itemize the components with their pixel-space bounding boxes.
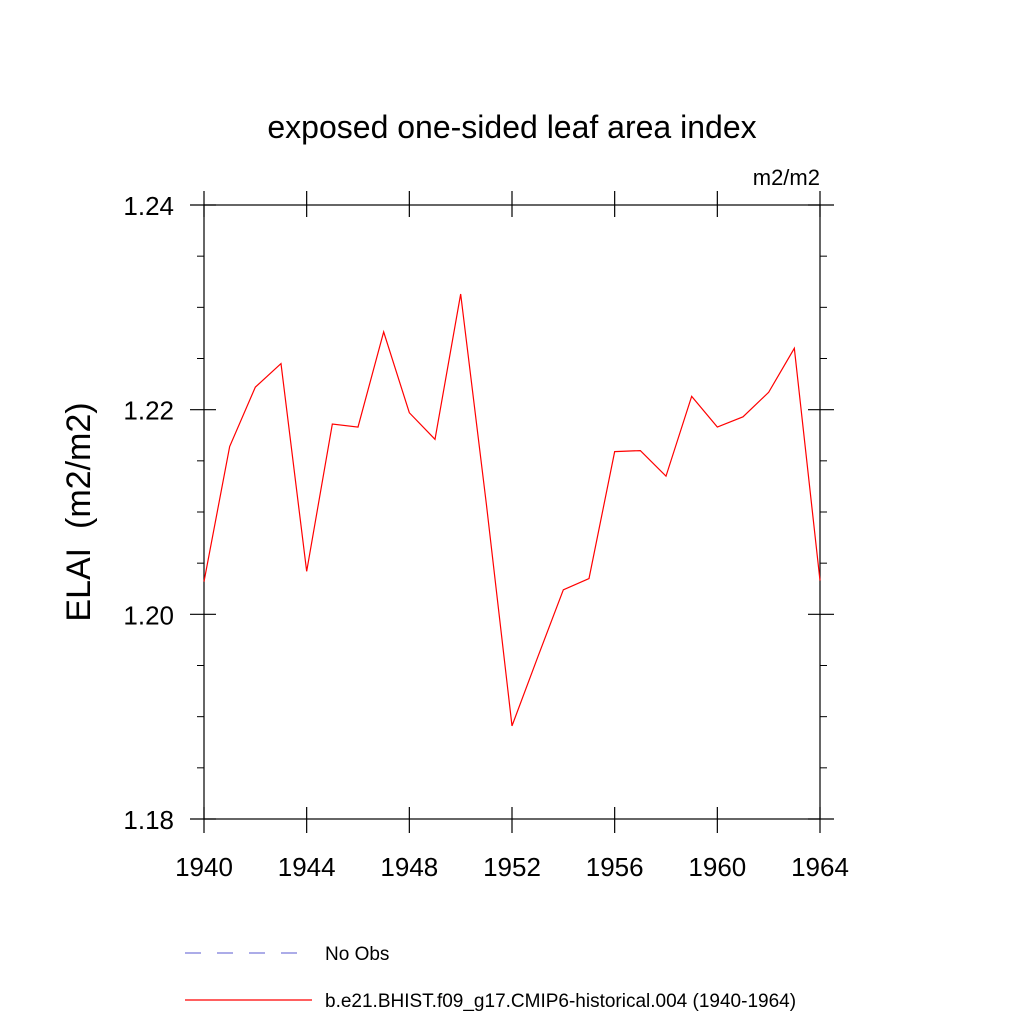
x-tick-label: 1960 [688, 852, 746, 882]
y-tick-label: 1.22 [123, 396, 174, 426]
series-line [203, 293, 821, 727]
y-tick-label: 1.18 [123, 805, 174, 835]
units-label: m2/m2 [753, 165, 820, 190]
y-tick-labels: 1.18 1.20 1.22 1.24 [123, 191, 174, 835]
x-tick-label: 1956 [586, 852, 644, 882]
legend-label: b.e21.BHIST.f09_g17.CMIP6-historical.004… [325, 991, 796, 1012]
y-axis-label: ELAI (m2/m2) [60, 402, 98, 621]
y-tick-label: 1.24 [123, 191, 174, 221]
x-tick-label: 1948 [380, 852, 438, 882]
x-tick-labels: 1940 1944 1948 1952 1956 1960 1964 [175, 852, 849, 882]
x-tick-label: 1964 [791, 852, 849, 882]
x-tick-label: 1940 [175, 852, 233, 882]
y-tick-label: 1.20 [123, 600, 174, 630]
series-lines [203, 293, 821, 727]
x-tick-label: 1944 [278, 852, 336, 882]
legend-label: No Obs [325, 944, 389, 965]
chart-title: exposed one-sided leaf area index [267, 109, 756, 145]
x-tick-label: 1952 [483, 852, 541, 882]
legend: No Obs b.e21.BHIST.f09_g17.CMIP6-historic… [185, 944, 796, 1012]
plot-frame [203, 204, 821, 820]
axis-ticks [190, 191, 834, 833]
